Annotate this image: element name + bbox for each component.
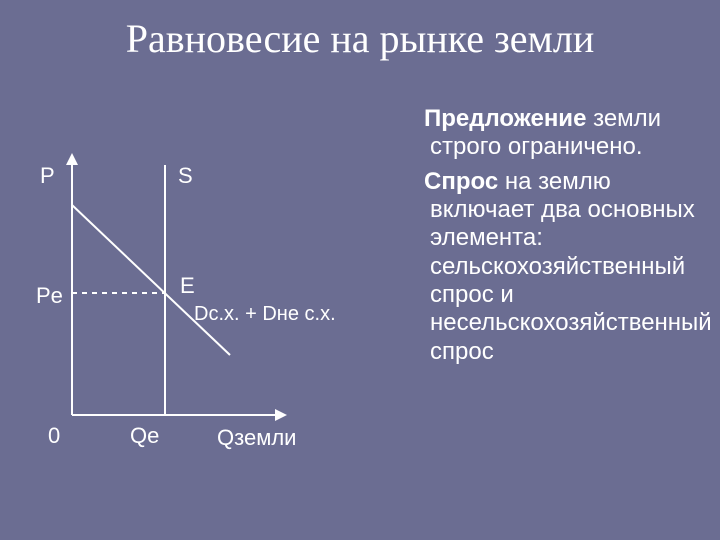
equilibrium-chart: P S E Pe 0 Qe Qземли Dс.х. + Dне с.х. — [30, 145, 390, 465]
body-text: Предложение земли строго ограничено. Спр… — [410, 105, 700, 372]
svg-text:Qземли: Qземли — [217, 425, 296, 450]
rest-demand: на землю включает два основных элемента:… — [430, 168, 712, 365]
paragraph-supply: Предложение земли строго ограничено. — [410, 105, 700, 162]
slide-title: Равновесие на рынке земли — [0, 15, 720, 62]
svg-text:S: S — [178, 163, 193, 188]
lead-demand: Спрос — [424, 168, 498, 195]
svg-text:E: E — [180, 273, 195, 298]
lead-supply: Предложение — [424, 105, 586, 132]
svg-text:Dс.х. + Dне с.х.: Dс.х. + Dне с.х. — [194, 303, 336, 325]
paragraph-demand: Спрос на землю включает два основных эле… — [410, 168, 700, 366]
svg-text:Qe: Qe — [130, 423, 159, 448]
svg-text:0: 0 — [48, 423, 60, 448]
svg-text:Pe: Pe — [36, 283, 63, 308]
chart-svg: P S E Pe 0 Qe Qземли Dс.х. + Dне с.х. — [30, 145, 390, 465]
slide: Равновесие на рынке земли P S E Pe 0 Qe Qземли… — [0, 0, 720, 540]
svg-text:P: P — [40, 163, 55, 188]
